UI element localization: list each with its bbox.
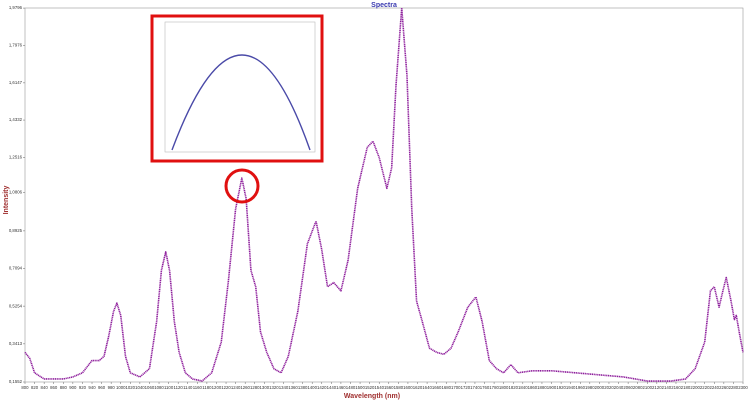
x-tick-label: 1400 [307, 385, 317, 390]
x-tick-label: 960 [98, 385, 106, 390]
x-tick-label: 1840 [518, 385, 528, 390]
x-tick-label: 1140 [183, 385, 193, 390]
x-tick-label: 1460 [336, 385, 346, 390]
x-tick-label: 980 [108, 385, 116, 390]
x-tick-label: 1640 [422, 385, 432, 390]
x-tick-label: 2240 [709, 385, 719, 390]
x-tick-label: 2180 [681, 385, 691, 390]
x-tick-label: 800 [21, 385, 29, 390]
x-tick-label: 1200 [212, 385, 222, 390]
x-tick-label: 1440 [327, 385, 337, 390]
y-tick-label: 1,0806 [9, 189, 23, 194]
x-tick-label: 1420 [317, 385, 327, 390]
x-tick-label: 1120 [174, 385, 184, 390]
x-tick-label: 1180 [202, 385, 212, 390]
x-tick-label: 1080 [154, 385, 164, 390]
plot-frame [24, 7, 744, 383]
inset [150, 14, 324, 163]
highlight-circle [224, 168, 260, 204]
x-tick-label: 1000 [116, 385, 126, 390]
x-tick-label: 1320 [269, 385, 279, 390]
inset-curve [171, 54, 311, 151]
x-tick-label: 2020 [604, 385, 614, 390]
x-tick-label: 940 [88, 385, 96, 390]
x-axis-label: Wavelength (nm) [344, 393, 400, 400]
y-tick-label: 1,6147 [9, 80, 23, 85]
chart-title: Spectra [371, 2, 397, 9]
x-tick-label: 1960 [575, 385, 585, 390]
x-tick-label: 1700 [451, 385, 461, 390]
x-tick-label: 1540 [374, 385, 384, 390]
y-tick-label: 1,7976 [9, 43, 23, 48]
x-tick-label: 2300 [738, 385, 748, 390]
x-tick-label: 1260 [240, 385, 250, 390]
x-tick-label: 1980 [585, 385, 595, 390]
y-tick-label: 1,4332 [9, 117, 23, 122]
y-tick-label: 1,9796 [9, 5, 23, 10]
x-tick-label: 2200 [690, 385, 700, 390]
x-tick-label: 1480 [346, 385, 356, 390]
x-tick-label: 860 [50, 385, 58, 390]
x-tick-label: 1820 [508, 385, 518, 390]
y-tick-label: 0,7094 [9, 266, 23, 271]
x-tick-label: 2120 [652, 385, 662, 390]
x-tick-label: 2000 [595, 385, 605, 390]
x-tick-label: 2060 [623, 385, 633, 390]
x-tick-label: 1220 [221, 385, 231, 390]
y-tick-label: 0,1552 [9, 379, 23, 384]
x-tick-label: 1920 [556, 385, 566, 390]
x-tick-label: 1880 [537, 385, 547, 390]
y-axis-label: Intensity [3, 186, 10, 215]
x-tick-label: 840 [41, 385, 49, 390]
x-tick-label: 1780 [489, 385, 499, 390]
x-tick-label: 1380 [298, 385, 308, 390]
x-tick-label: 1020 [126, 385, 136, 390]
x-tick-label: 1760 [480, 385, 490, 390]
x-tick-label: 1240 [231, 385, 241, 390]
x-tick-label: 2080 [633, 385, 643, 390]
x-tick-label: 900 [69, 385, 77, 390]
x-tick-label: 1100 [164, 385, 174, 390]
x-tick-label: 1340 [279, 385, 289, 390]
x-tick-label: 1740 [470, 385, 480, 390]
y-tick-label: 0,5254 [9, 303, 23, 308]
y-tick-label: 0,8925 [9, 228, 23, 233]
x-tick-label: 1500 [355, 385, 365, 390]
x-tick-label: 920 [79, 385, 87, 390]
x-tick-label: 1280 [250, 385, 260, 390]
x-tick-label: 1040 [135, 385, 145, 390]
x-tick-label: 1360 [288, 385, 298, 390]
y-tick-label: 1,2516 [9, 154, 23, 159]
x-tick-label: 1660 [432, 385, 442, 390]
x-tick-label: 1560 [384, 385, 394, 390]
x-tick-label: 1720 [461, 385, 471, 390]
x-tick-label: 2100 [642, 385, 652, 390]
x-tick-label: 1860 [528, 385, 538, 390]
x-tick-label: 2220 [700, 385, 710, 390]
y-tick-label: 0,3413 [9, 341, 23, 346]
x-tick-label: 1600 [403, 385, 413, 390]
x-tick-label: 1160 [193, 385, 203, 390]
x-tick-label: 2160 [671, 385, 681, 390]
inset-plot [164, 21, 316, 153]
x-tick-label: 880 [60, 385, 68, 390]
x-tick-label: 1800 [499, 385, 509, 390]
x-tick-label: 2260 [719, 385, 729, 390]
spectrum-line [24, 7, 744, 382]
x-tick-label: 1900 [547, 385, 557, 390]
x-tick-label: 1580 [394, 385, 404, 390]
x-tick-label: 2040 [614, 385, 624, 390]
x-tick-label: 820 [31, 385, 39, 390]
x-tick-label: 1680 [441, 385, 451, 390]
x-tick-label: 1520 [365, 385, 375, 390]
x-tick-label: 1940 [566, 385, 576, 390]
x-tick-label: 1620 [413, 385, 423, 390]
x-tick-label: 1060 [145, 385, 155, 390]
x-tick-label: 1300 [260, 385, 270, 390]
x-tick-label: 2280 [729, 385, 739, 390]
x-tick-label: 2140 [662, 385, 672, 390]
